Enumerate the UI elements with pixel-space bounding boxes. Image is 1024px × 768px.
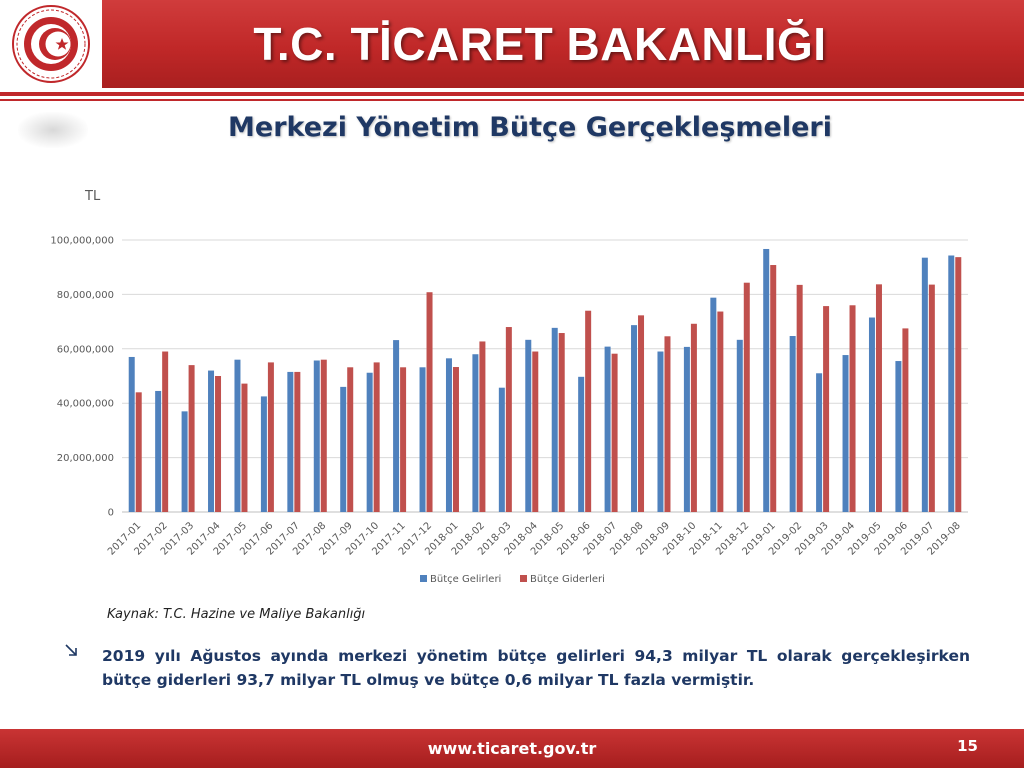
bar-gelirleri	[498, 387, 505, 512]
bar-giderleri	[505, 327, 512, 512]
bar-giderleri	[928, 284, 935, 512]
bar-giderleri	[902, 328, 909, 512]
bar-gelirleri	[948, 255, 955, 512]
bar-gelirleri	[340, 386, 347, 512]
slide-subtitle: Merkezi Yönetim Bütçe Gerçekleşmeleri	[228, 112, 832, 143]
bar-gelirleri	[366, 372, 373, 512]
bar-giderleri	[796, 284, 803, 512]
logo-container	[0, 0, 102, 88]
bar-giderleri	[188, 365, 195, 512]
bar-gelirleri	[604, 346, 611, 512]
legend-label: Bütçe Gelirleri	[430, 574, 501, 585]
bar-giderleri	[400, 367, 407, 512]
decorative-blur	[18, 112, 88, 148]
bar-gelirleri	[551, 327, 558, 512]
bar-gelirleri	[868, 317, 875, 512]
bar-gelirleri	[155, 390, 162, 512]
bar-gelirleri	[816, 373, 823, 512]
bar-gelirleri	[578, 376, 585, 512]
bar-giderleri	[532, 351, 539, 512]
bar-giderleri	[135, 392, 142, 512]
bar-giderleri	[479, 341, 486, 512]
bar-gelirleri	[472, 354, 479, 512]
bar-giderleri	[373, 362, 380, 512]
y-axis-label: TL	[84, 189, 101, 204]
bar-giderleri	[611, 353, 618, 512]
bar-gelirleri	[631, 325, 638, 512]
bar-gelirleri	[445, 358, 452, 512]
bar-giderleri	[823, 306, 830, 512]
bar-giderleri	[664, 336, 671, 512]
bar-giderleri	[426, 292, 433, 512]
bar-giderleri	[452, 367, 459, 512]
bar-giderleri	[320, 359, 327, 512]
legend-swatch	[520, 575, 527, 582]
header-bar: T.C. TİCARET BAKANLIĞI	[0, 0, 1024, 88]
bar-gelirleri	[763, 248, 770, 512]
bar-gelirleri	[921, 257, 928, 512]
source-note: Kaynak: T.C. Hazine ve Maliye Bakanlığı	[107, 607, 365, 622]
bar-giderleri	[875, 284, 882, 512]
bar-giderleri	[558, 333, 565, 512]
bar-gelirleri	[842, 355, 849, 512]
y-tick-label: 100,000,000	[50, 236, 114, 247]
bar-giderleri	[294, 371, 301, 512]
bar-giderleri	[717, 311, 724, 512]
bar-gelirleri	[736, 339, 743, 512]
bar-giderleri	[347, 367, 354, 512]
bar-gelirleri	[895, 361, 902, 512]
bar-giderleri	[955, 257, 962, 512]
footer-bar: www.ticaret.gov.tr 15	[0, 729, 1024, 768]
header-divider	[0, 92, 1024, 96]
bar-giderleri	[215, 376, 222, 512]
bar-gelirleri	[393, 340, 400, 512]
summary-text: 2019 yılı Ağustos ayında merkezi yönetim…	[102, 647, 970, 689]
bar-giderleri	[770, 265, 777, 512]
bar-gelirleri	[683, 346, 690, 512]
legend-label: Bütçe Giderleri	[530, 574, 605, 585]
y-tick-label: 40,000,000	[57, 399, 114, 410]
source-text: T.C. Hazine ve Maliye Bakanlığı	[162, 607, 366, 622]
bar-giderleri	[585, 310, 592, 512]
page-number: 15	[957, 737, 978, 755]
bar-gelirleri	[287, 371, 294, 512]
arrow-down-right-icon	[64, 643, 78, 662]
website-link[interactable]: www.ticaret.gov.tr	[427, 739, 597, 758]
y-tick-label: 0	[108, 508, 114, 519]
bar-gelirleri	[789, 336, 796, 512]
bar-giderleri	[267, 362, 274, 512]
y-tick-label: 80,000,000	[57, 290, 114, 301]
bar-gelirleri	[313, 360, 320, 512]
bar-giderleri	[638, 315, 645, 512]
y-tick-label: 20,000,000	[57, 453, 114, 464]
bar-gelirleri	[710, 297, 717, 512]
bar-gelirleri	[657, 351, 664, 512]
bar-gelirleri	[260, 396, 267, 512]
bar-gelirleri	[419, 367, 426, 512]
bar-gelirleri	[525, 339, 532, 512]
bar-giderleri	[241, 383, 248, 512]
header-divider-thin	[0, 99, 1024, 101]
budget-bar-chart: TL 0 20,000,000 40,000,000 60,000,000 80,000,…	[50, 189, 968, 585]
bar-giderleri	[849, 305, 856, 512]
bar-gelirleri	[128, 356, 135, 512]
source-label: Kaynak:	[107, 607, 159, 622]
page-title: T.C. TİCARET BAKANLIĞI	[253, 18, 827, 70]
bar-giderleri	[743, 282, 750, 512]
legend-swatch	[420, 575, 427, 582]
bar-gelirleri	[208, 370, 215, 512]
ministry-seal-icon	[12, 5, 90, 83]
bar-gelirleri	[234, 359, 241, 512]
bar-gelirleri	[181, 411, 188, 512]
bar-giderleri	[162, 351, 169, 512]
bar-giderleri	[690, 323, 697, 512]
y-tick-label: 60,000,000	[57, 344, 114, 355]
